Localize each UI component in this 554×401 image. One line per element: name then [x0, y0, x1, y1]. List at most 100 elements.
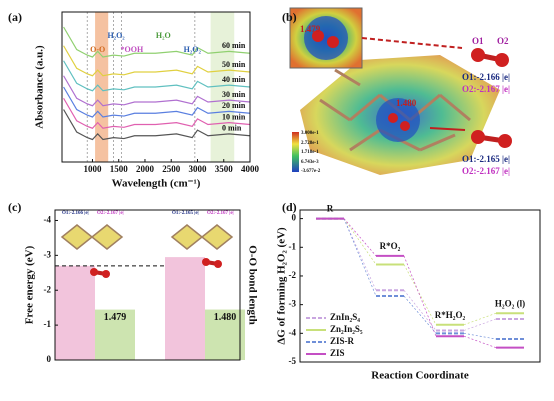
oxygen-atom	[312, 30, 324, 42]
spectrum	[63, 45, 251, 77]
panel-label: (d)	[282, 200, 297, 214]
bar	[205, 309, 245, 360]
spectrum	[63, 109, 251, 141]
y-tick-label: -4	[289, 327, 297, 337]
legend-label: Zn₂In₂S₅	[330, 324, 363, 334]
series-label: 40 min	[222, 75, 246, 84]
panel-label: (b)	[282, 10, 297, 24]
bond-length: 1.480	[396, 98, 417, 108]
data-label: 1.480	[214, 312, 237, 323]
y-axis-label: ΔG of forming H₂O₂ (eV)	[276, 227, 288, 345]
colorbar-label: 3.000e-1	[301, 131, 319, 136]
y-tick-label: -4	[44, 215, 52, 225]
annotation: H₂O₂	[107, 31, 125, 40]
charge: O1:-2.166 |e|	[462, 72, 510, 82]
frame	[299, 209, 541, 363]
x-tick-label: 1000	[83, 164, 102, 174]
annotation: O2:-2.167 |e|	[207, 211, 234, 216]
legend-label: ZnIn₂S₄	[330, 312, 360, 322]
colorbar-label: -3.677e-2	[301, 169, 321, 174]
connector	[403, 290, 437, 331]
x-tick-label: H₂O₂ (l)	[495, 298, 525, 308]
connector	[343, 218, 377, 265]
colorbar	[292, 132, 299, 172]
oxygen-atom	[214, 260, 222, 268]
connector	[463, 318, 497, 331]
colorbar-label: 2.728e-1	[301, 141, 319, 146]
band	[95, 12, 109, 162]
bond-length: 1.479	[300, 24, 321, 34]
frame	[61, 11, 251, 163]
x-tick-label: R*H₂O₂	[435, 310, 466, 320]
y-tick-label: -3	[44, 249, 52, 259]
oxygen-atom	[471, 48, 485, 62]
oxygen-atom	[202, 258, 210, 266]
y-tick-label: 0	[292, 213, 297, 223]
structure	[170, 224, 234, 250]
connector	[343, 218, 377, 257]
annotation: *OOH	[121, 45, 144, 54]
oxygen-atom	[90, 268, 98, 276]
y-tick-label: 0	[47, 354, 52, 364]
y2-axis-label: O-O bond length	[246, 245, 258, 324]
y-axis-label: Absorbance (a.u.)	[34, 45, 46, 129]
oxygen-atom	[498, 134, 512, 148]
x-axis-label: Reaction Coordinate	[371, 370, 469, 382]
panel-label: (a)	[8, 10, 22, 24]
y-tick-label: -2	[44, 284, 52, 294]
x-tick-label: 1500	[110, 164, 129, 174]
oxygen-atom	[327, 36, 339, 48]
x-axis-label: Wavelength (cm⁻¹)	[112, 178, 201, 190]
bar	[55, 265, 95, 360]
connector	[403, 264, 437, 325]
panel-label: (c)	[8, 200, 21, 214]
oxygen-atom	[471, 130, 485, 144]
data-label: 1.479	[104, 312, 127, 323]
y-tick-label: -3	[289, 299, 297, 309]
atom-label: O2	[497, 36, 509, 46]
series-label: 0 min	[222, 124, 242, 133]
y-tick-label: -1	[44, 319, 52, 329]
legend-label: ZIS	[330, 348, 345, 358]
colorbar-label: 1.718e-1	[301, 150, 319, 155]
y-tick-label: -5	[289, 356, 297, 366]
charge: O2:-2.167 |e|	[462, 84, 510, 94]
annotation: O1:-2.166 |e|	[62, 211, 89, 216]
arrow	[429, 127, 466, 131]
charge: O1:-2.165 |e|	[462, 154, 510, 164]
x-tick-label: 2500	[162, 164, 181, 174]
series-label: 10 min	[222, 112, 246, 121]
isosurface	[304, 16, 348, 60]
charge: O2:-2.167 |e|	[462, 166, 510, 176]
connector	[403, 295, 437, 334]
spectrum	[63, 86, 251, 118]
band	[210, 12, 235, 162]
connector	[463, 335, 497, 348]
y-tick-label: -2	[289, 270, 297, 280]
structure	[60, 224, 124, 250]
connector	[463, 312, 497, 326]
annotation: O1:-2.165 |e|	[172, 211, 199, 216]
y-tick-label: -1	[289, 241, 297, 251]
oxygen-atom	[102, 270, 110, 278]
x-tick-label: R*O₂	[380, 241, 401, 251]
spectrum	[63, 26, 251, 58]
connector	[403, 255, 437, 337]
arrow	[361, 37, 463, 49]
frame	[54, 209, 241, 361]
oxygen-atom	[400, 121, 410, 131]
annotation: H₂O	[156, 31, 171, 40]
x-tick-label: 3500	[215, 164, 234, 174]
spectrum	[63, 75, 251, 107]
spectrum	[63, 60, 251, 92]
annotation: O2:-2.167 |e|	[97, 211, 124, 216]
connector	[343, 218, 377, 297]
connector	[343, 218, 377, 291]
oxygen-atom	[388, 113, 398, 123]
connector	[463, 332, 497, 340]
annotation: H₂O₂	[184, 45, 202, 54]
isosurface	[376, 98, 420, 142]
annotation: O-O	[90, 45, 105, 54]
atom-label: O1	[472, 36, 484, 46]
